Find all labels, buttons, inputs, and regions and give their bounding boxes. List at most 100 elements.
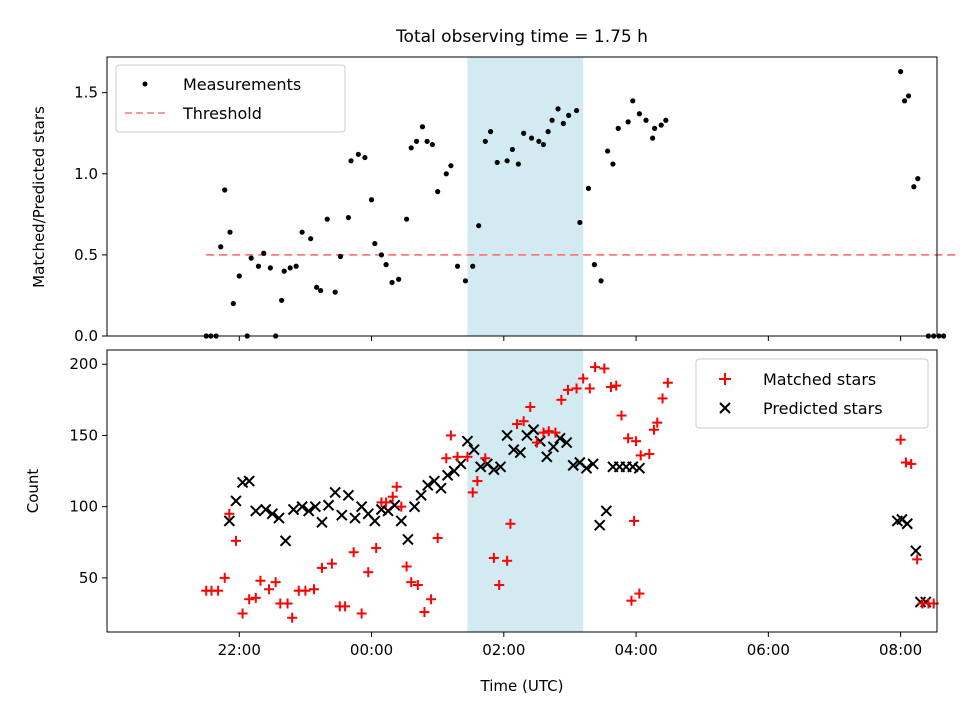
- measurement-point: [625, 119, 631, 125]
- measurement-point: [476, 223, 482, 229]
- matched-star-point: [396, 501, 407, 512]
- bottom-ytick-label: 200: [69, 355, 98, 373]
- bottom-plot-frame: [106, 349, 938, 633]
- matched-star-point: [590, 362, 601, 373]
- predicted-star-point: [395, 515, 408, 527]
- measurement-point: [462, 278, 469, 284]
- predicted-star-point: [415, 489, 427, 501]
- matched-star-point: [224, 508, 235, 519]
- matched-star-point: [401, 561, 412, 572]
- measurement-point: [448, 163, 454, 169]
- measurement-point: [299, 229, 305, 235]
- matched-star-point: [538, 427, 549, 438]
- measurement-point: [337, 253, 344, 260]
- measurement-point: [403, 216, 410, 222]
- measurement-point: [573, 107, 580, 114]
- measurement-point: [324, 216, 330, 222]
- measurement-point: [345, 214, 351, 221]
- matched-star-point: [906, 458, 917, 469]
- predicted-star-point: [560, 436, 573, 449]
- measurement-point: [383, 262, 389, 268]
- measurement-point: [408, 145, 414, 151]
- bottom-ytick-label: 50: [79, 569, 98, 587]
- measurement-point: [555, 106, 561, 112]
- matched-star-point: [480, 453, 491, 464]
- predicted-star-point: [329, 486, 341, 499]
- matched-star-point: [531, 437, 542, 448]
- matched-star-point: [626, 595, 637, 606]
- matched-star-point: [219, 572, 230, 583]
- matched-star-point: [244, 594, 255, 605]
- measurement-point: [236, 273, 242, 279]
- matched-star-point: [652, 417, 663, 428]
- matched-star-point: [348, 547, 359, 558]
- predicted-star-point: [435, 482, 447, 494]
- matched-star-point: [512, 419, 523, 430]
- measurement-point: [218, 244, 224, 250]
- predicted-star-point: [296, 500, 308, 513]
- matched-star-point: [631, 436, 642, 447]
- matched-star-point: [629, 515, 640, 526]
- measurement-point: [545, 129, 551, 135]
- measurement-point: [658, 122, 664, 128]
- matched-star-point: [611, 380, 622, 391]
- measurement-point: [454, 263, 461, 269]
- matched-star-point: [250, 592, 261, 603]
- measurement-point: [615, 125, 621, 131]
- matched-star-point: [467, 487, 478, 498]
- matched-star-point: [445, 430, 456, 441]
- predicted-star-point: [388, 499, 401, 511]
- matched-star-point: [326, 558, 337, 569]
- matched-star-point: [441, 453, 452, 464]
- predicted-star-point: [600, 505, 613, 517]
- matched-star-point: [270, 577, 281, 588]
- predicted-star-point: [408, 500, 421, 513]
- measurement-point: [293, 263, 299, 269]
- measurement-point: [528, 135, 535, 141]
- predicted-star-point: [474, 461, 487, 473]
- measurement-point: [419, 124, 426, 130]
- legend-matched-label: Matched stars: [763, 370, 876, 389]
- matched-star-point: [502, 555, 513, 566]
- measurement-point: [396, 276, 402, 282]
- bottom-y-axis-label: Count: [24, 469, 42, 514]
- predicted-star-point: [369, 515, 381, 527]
- matched-star-point: [391, 481, 402, 492]
- matched-star-point: [912, 554, 923, 565]
- measurement-point: [536, 138, 542, 144]
- measurement-point: [487, 129, 494, 135]
- matched-star-point: [895, 434, 906, 445]
- matched-star-point: [387, 491, 398, 502]
- matched-star-point: [340, 601, 351, 612]
- matched-star-point: [571, 383, 582, 394]
- matched-star-point: [381, 497, 392, 508]
- matched-star-point: [432, 533, 443, 543]
- predicted-star-point: [266, 508, 279, 520]
- predicted-star-point: [260, 503, 272, 516]
- matched-star-point: [578, 373, 589, 384]
- matched-star-point: [237, 608, 248, 619]
- predicted-star-point: [303, 505, 315, 517]
- measurement-point: [424, 138, 430, 144]
- measurement-point: [911, 184, 917, 190]
- matched-star-point: [648, 424, 659, 435]
- measurement-point: [355, 151, 361, 157]
- measurement-point: [362, 154, 368, 161]
- predicted-star-point: [541, 451, 553, 463]
- measurement-point: [936, 333, 942, 339]
- matched-star-point: [316, 562, 327, 573]
- measurement-point: [482, 138, 488, 144]
- predicted-star-point: [342, 489, 355, 501]
- matched-star-point: [605, 382, 616, 393]
- bottom-xtick-label: 00:00: [350, 641, 393, 659]
- matched-star-point: [282, 598, 293, 609]
- matched-star-point: [356, 608, 367, 619]
- matched-star-point: [616, 410, 627, 421]
- measurement-point: [368, 197, 375, 203]
- matched-star-point: [518, 416, 529, 427]
- measurement-point: [636, 111, 642, 117]
- top-plot-frame: [106, 56, 938, 337]
- measurement-point: [332, 289, 338, 295]
- bottom-legend: Matched stars Predicted stars: [695, 358, 929, 429]
